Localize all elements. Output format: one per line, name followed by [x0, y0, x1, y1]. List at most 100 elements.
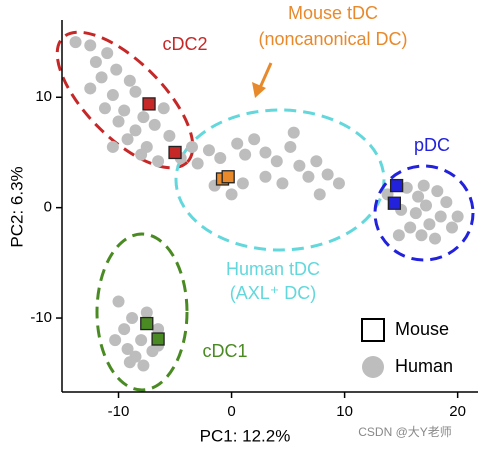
human-point: [152, 323, 165, 336]
human-point: [440, 196, 453, 209]
human-point: [284, 140, 297, 153]
human-point: [310, 155, 323, 168]
human-point: [95, 71, 108, 84]
human-point: [129, 85, 142, 98]
cluster-label: Mouse tDC: [288, 3, 378, 23]
human-point: [137, 359, 150, 372]
human-point: [417, 179, 430, 192]
watermark: CSDN @大Y老师: [358, 425, 452, 439]
cluster-label: (noncanonical DC): [258, 29, 407, 49]
human-point: [191, 157, 204, 170]
human-point: [332, 177, 345, 190]
human-point: [259, 146, 272, 159]
mouse-point: [387, 196, 401, 210]
human-point: [392, 229, 405, 242]
human-point: [148, 118, 161, 131]
human-point: [129, 124, 142, 137]
human-point: [135, 148, 148, 161]
y-tick-label: 10: [35, 88, 52, 105]
x-tick-label: 20: [449, 403, 466, 420]
legend-square: [361, 318, 385, 342]
mouse-point: [142, 97, 156, 111]
mouse-point: [151, 332, 165, 346]
legend-circle: [362, 356, 384, 378]
human-point: [137, 111, 150, 124]
human-point: [123, 356, 136, 369]
human-point: [404, 221, 417, 234]
human-point: [302, 170, 315, 183]
human-point: [101, 47, 114, 60]
human-point: [110, 63, 123, 76]
plot-marks: [69, 36, 464, 372]
tdc-ellipse: [174, 108, 386, 252]
mouse-point: [221, 170, 235, 184]
human-point: [239, 148, 252, 161]
cdc1-ellipse: [95, 232, 189, 392]
pdc-ellipse: [373, 164, 475, 262]
human-point: [135, 334, 148, 347]
human-point: [429, 232, 442, 245]
x-tick-label: 0: [227, 403, 235, 420]
human-point: [84, 39, 97, 52]
human-point: [423, 218, 436, 231]
human-point: [451, 210, 464, 223]
y-tick-label: -10: [30, 309, 52, 326]
cluster-label: cDC1: [202, 341, 247, 361]
human-point: [415, 229, 428, 242]
human-point: [106, 89, 119, 102]
x-tick-label: 10: [336, 403, 353, 420]
human-point: [420, 199, 432, 212]
y-tick-label: 0: [44, 199, 52, 216]
legend-label: Human: [395, 356, 453, 376]
human-point: [121, 133, 134, 146]
human-point: [126, 312, 139, 325]
human-point: [109, 334, 122, 347]
human-point: [446, 221, 458, 234]
human-point: [259, 170, 272, 183]
human-point: [202, 144, 215, 157]
cluster-label: Human tDC: [226, 259, 320, 279]
human-point: [400, 181, 413, 194]
cdc2-ellipse: [55, 30, 195, 170]
arrow-shaft: [257, 62, 273, 91]
human-point: [121, 342, 134, 355]
human-point: [186, 140, 198, 153]
human-point: [98, 102, 111, 115]
x-tick-label: -10: [108, 403, 130, 420]
human-point: [112, 115, 125, 128]
mouse-point: [389, 178, 404, 193]
human-point: [214, 151, 227, 164]
x-axis-label: PC1: 12.2%: [200, 426, 291, 445]
human-point: [409, 207, 422, 220]
human-point: [225, 188, 238, 201]
human-point: [118, 323, 131, 336]
mouse-point: [140, 316, 154, 331]
human-point: [248, 133, 261, 146]
human-point: [112, 295, 125, 308]
human-point: [69, 36, 82, 49]
human-point: [321, 168, 334, 181]
cluster-label: cDC2: [162, 34, 207, 54]
human-point: [123, 74, 136, 87]
human-point: [287, 126, 300, 139]
human-point: [434, 210, 447, 223]
human-point: [118, 104, 131, 117]
human-point: [236, 177, 249, 190]
human-point: [106, 140, 119, 153]
human-point: [431, 185, 444, 198]
human-point: [270, 155, 283, 168]
cluster-label: pDC: [414, 135, 450, 155]
human-point: [231, 137, 244, 150]
human-point: [412, 190, 425, 203]
human-point: [84, 82, 97, 95]
human-point: [313, 188, 326, 201]
y-axis-label: PC2: 6.3%: [7, 166, 26, 247]
human-point: [276, 177, 289, 190]
human-point: [140, 306, 153, 319]
legend-label: Mouse: [395, 319, 449, 339]
human-point: [163, 129, 176, 142]
mouse-point: [168, 145, 182, 160]
human-point: [89, 55, 102, 68]
human-point: [157, 102, 170, 115]
cluster-label: (AXL⁺ DC): [230, 283, 317, 303]
